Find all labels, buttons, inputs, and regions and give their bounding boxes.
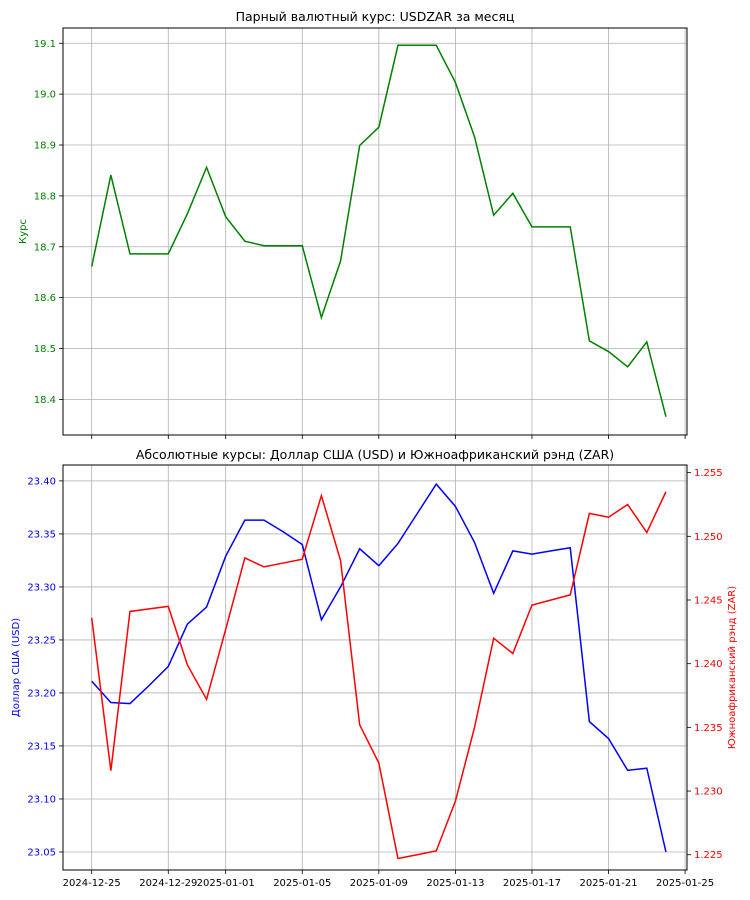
zar-tick-label: 1.235 <box>694 723 723 734</box>
usdzar-tick-label: 18.4 <box>34 395 56 406</box>
date-x-tick-label: 2025-01-21 <box>579 878 637 889</box>
date-x-tick-label: 2025-01-25 <box>656 878 714 889</box>
zar-y-ticks: 1.225 1.230 1.235 1.240 1.245 1.250 1.255 <box>687 468 723 861</box>
usd-tick-label: 23.25 <box>27 635 56 646</box>
zar-tick-label: 1.230 <box>694 787 723 798</box>
usd-zar-chart: 23.05 23.10 23.15 23.20 23.25 23.30 23.35 23.40… <box>11 447 738 889</box>
usdzar-tick-label: 18.5 <box>34 344 56 355</box>
date-x-tick-label: 2025-01-17 <box>503 878 561 889</box>
usdzar-x-ticks <box>91 435 686 439</box>
usdzar-tick-label: 18.8 <box>34 191 56 202</box>
usd-zar-chart-title: Абсолютные курсы: Доллар США (USD) и Южн… <box>136 447 614 462</box>
usd-tick-label: 23.35 <box>27 529 56 540</box>
zar-tick-label: 1.250 <box>694 532 723 543</box>
date-x-tick-label: 2025-01-01 <box>197 878 255 889</box>
usdzar-chart: 18.4 18.5 18.6 18.7 18.8 18.9 19.0 19.1 Парный … <box>18 9 688 439</box>
usdzar-tick-label: 18.6 <box>34 293 56 304</box>
date-x-tick-label: 2025-01-05 <box>273 878 331 889</box>
date-x-tick-label: 2025-01-09 <box>350 878 408 889</box>
date-x-ticks: 2024-12-25 2024-12-29 2025-01-01 2025-01-05… <box>63 870 714 889</box>
usdzar-plot-frame <box>62 27 688 436</box>
usd-tick-label: 23.30 <box>27 582 56 593</box>
date-x-tick-label: 2024-12-29 <box>139 878 197 889</box>
usdzar-y-ticks: 18.4 18.5 18.6 18.7 18.8 18.9 19.0 19.1 <box>34 39 63 406</box>
usd-zar-plot-frame <box>62 464 688 871</box>
zar-tick-label: 1.240 <box>694 659 723 670</box>
zar-series-line <box>90 491 667 860</box>
usdzar-chart-title: Парный валютный курс: USDZAR за месяц <box>236 9 515 24</box>
usdzar-tick-label: 18.7 <box>34 242 56 253</box>
usd-y-ticks: 23.05 23.10 23.15 23.20 23.25 23.30 23.35 23.40 <box>27 476 63 858</box>
usdzar-tick-label: 19.1 <box>34 39 56 50</box>
usd-tick-label: 23.20 <box>27 688 56 699</box>
usd-series-line <box>91 482 667 853</box>
usd-tick-label: 23.10 <box>27 794 56 805</box>
date-x-tick-label: 2024-12-25 <box>63 878 121 889</box>
zar-tick-label: 1.245 <box>694 596 723 607</box>
zar-tick-label: 1.225 <box>694 850 723 861</box>
usd-tick-label: 23.40 <box>27 476 56 487</box>
zar-y-axis-label: Южноафриканский рэнд (ZAR) <box>727 586 738 749</box>
usdzar-tick-label: 18.9 <box>34 141 56 152</box>
usd-tick-label: 23.15 <box>27 741 56 752</box>
usd-zar-gridlines <box>63 465 687 870</box>
usdzar-y-axis-label: Курс <box>18 219 29 244</box>
date-x-tick-label: 2025-01-13 <box>426 878 484 889</box>
usdzar-gridlines <box>63 28 687 435</box>
zar-tick-label: 1.255 <box>694 468 723 479</box>
usd-y-axis-label: Доллар США (USD) <box>11 618 22 717</box>
usdzar-tick-label: 19.0 <box>34 90 56 101</box>
usdzar-series-line <box>90 44 667 417</box>
usd-tick-label: 23.05 <box>27 847 56 858</box>
